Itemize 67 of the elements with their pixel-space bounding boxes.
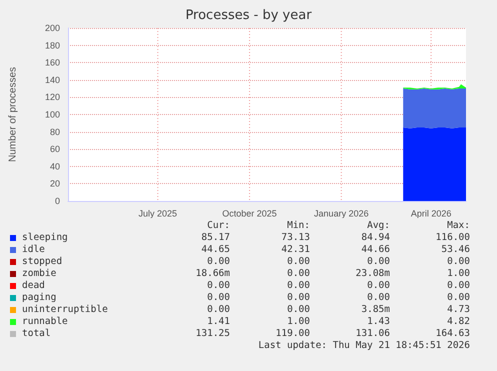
text: 4.82 — [446, 316, 470, 328]
text: 116.00 — [434, 232, 470, 244]
text: 0.00 — [206, 280, 230, 292]
text: 1.00 — [446, 268, 470, 280]
y-tick-label: 180 — [44, 40, 60, 50]
text: 53.46 — [440, 244, 470, 256]
text: 73.13 — [280, 232, 310, 244]
text: 0.00 — [286, 268, 310, 280]
text: 0.00 — [206, 256, 230, 268]
y-tick-label: 80 — [50, 126, 60, 137]
legend-label: dead — [22, 280, 45, 292]
text: 0.00 — [286, 292, 310, 304]
text: 0.00 — [286, 304, 310, 316]
text: 0.00 — [206, 292, 230, 304]
text: Min: — [286, 220, 310, 232]
x-tick-label: July 2025 — [138, 208, 178, 218]
legend-label: uninterruptible — [22, 304, 108, 316]
text: 0.00 — [446, 292, 470, 304]
text: 23.08m — [354, 268, 390, 280]
text: 131.06 — [354, 328, 390, 340]
y-tick-label: 100 — [44, 110, 60, 120]
text: 44.65 — [200, 244, 230, 256]
text: 0.00 — [366, 280, 390, 292]
y-tick-label: 140 — [44, 74, 60, 85]
text: 0.00 — [286, 280, 310, 292]
y-axis-title: Number of processes — [8, 66, 18, 162]
text: 1.00 — [286, 316, 310, 328]
x-tick-label: October 2025 — [222, 208, 277, 218]
text: 3.85m — [360, 304, 390, 316]
text: 42.31 — [280, 244, 310, 256]
legend-label: zombie — [22, 268, 56, 280]
text: 164.63 — [434, 328, 470, 340]
y-tick-label: 60 — [50, 144, 60, 154]
legend-label: total — [22, 328, 51, 340]
text: Max: — [446, 220, 470, 232]
y-tick-label: 20 — [50, 178, 60, 189]
legend-label: stopped — [22, 256, 62, 268]
text: 85.17 — [200, 232, 230, 244]
x-tick-label: January 2026 — [314, 208, 369, 218]
legend-label: idle — [22, 244, 45, 256]
text: 131.25 — [194, 328, 230, 340]
chart-title: Processes - by year — [185, 8, 312, 23]
text: 0.00 — [446, 280, 470, 292]
text: 0.00 — [206, 304, 230, 316]
legend-label: paging — [22, 292, 56, 304]
text: Cur: — [206, 220, 230, 232]
y-tick-label: 0 — [54, 196, 60, 206]
text: 1.43 — [366, 316, 390, 328]
x-tick-label: April 2026 — [410, 208, 452, 218]
y-tick-label: 120 — [44, 92, 60, 102]
text: 119.00 — [274, 328, 310, 340]
text: 84.94 — [360, 232, 390, 244]
text: 0.00 — [366, 292, 390, 304]
y-tick-label: 40 — [50, 161, 60, 172]
text: Last update: Thu May 21 18:45:51 2026 — [257, 340, 470, 352]
text: 0.00 — [446, 256, 470, 268]
text: 0.00 — [286, 256, 310, 268]
legend-label: runnable — [22, 316, 68, 328]
y-tick-label: 200 — [44, 23, 60, 33]
text: 4.73 — [446, 304, 470, 316]
text: Avg: — [366, 220, 390, 232]
text: 0.00 — [366, 256, 390, 268]
legend-label: sleeping — [22, 232, 68, 244]
y-tick-label: 160 — [44, 58, 60, 68]
text: 1.41 — [206, 316, 230, 328]
text: 18.66m — [194, 268, 230, 280]
text: 44.66 — [360, 244, 390, 256]
